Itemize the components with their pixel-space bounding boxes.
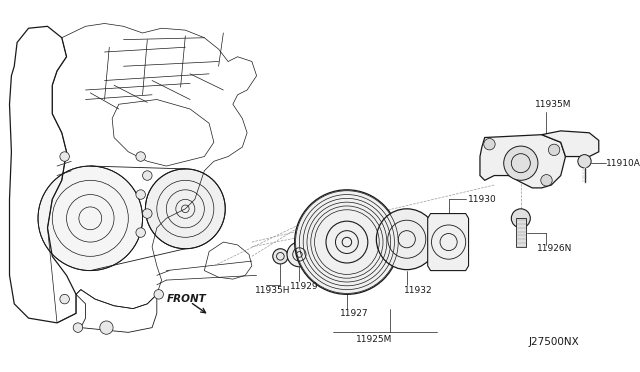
Circle shape xyxy=(273,249,288,264)
Polygon shape xyxy=(480,135,566,188)
Circle shape xyxy=(541,174,552,186)
Circle shape xyxy=(136,152,145,161)
Polygon shape xyxy=(428,214,468,270)
Text: FRONT: FRONT xyxy=(166,294,206,304)
Circle shape xyxy=(100,321,113,334)
Text: 11935H: 11935H xyxy=(255,286,290,295)
Circle shape xyxy=(136,190,145,199)
Circle shape xyxy=(578,155,591,168)
Circle shape xyxy=(136,228,145,237)
Circle shape xyxy=(548,144,560,155)
Circle shape xyxy=(73,323,83,332)
Circle shape xyxy=(511,209,531,228)
Text: 11929: 11929 xyxy=(290,282,319,291)
Circle shape xyxy=(38,166,143,270)
Circle shape xyxy=(60,152,69,161)
Polygon shape xyxy=(516,218,525,247)
Circle shape xyxy=(376,209,437,270)
Circle shape xyxy=(143,209,152,218)
Text: 11935M: 11935M xyxy=(535,100,572,109)
Text: 11932: 11932 xyxy=(404,286,433,295)
Circle shape xyxy=(504,146,538,180)
Text: 11910A: 11910A xyxy=(606,159,640,168)
Circle shape xyxy=(287,242,312,267)
Text: 11927: 11927 xyxy=(340,309,369,318)
Text: 11926N: 11926N xyxy=(537,244,572,253)
Text: 11930: 11930 xyxy=(468,195,497,204)
Text: J27500NX: J27500NX xyxy=(529,337,580,347)
Circle shape xyxy=(484,138,495,150)
Circle shape xyxy=(60,294,69,304)
Text: 11925M: 11925M xyxy=(356,336,393,344)
Circle shape xyxy=(294,190,399,294)
Circle shape xyxy=(145,169,225,249)
Polygon shape xyxy=(541,131,599,157)
Circle shape xyxy=(143,171,152,180)
Circle shape xyxy=(154,289,163,299)
